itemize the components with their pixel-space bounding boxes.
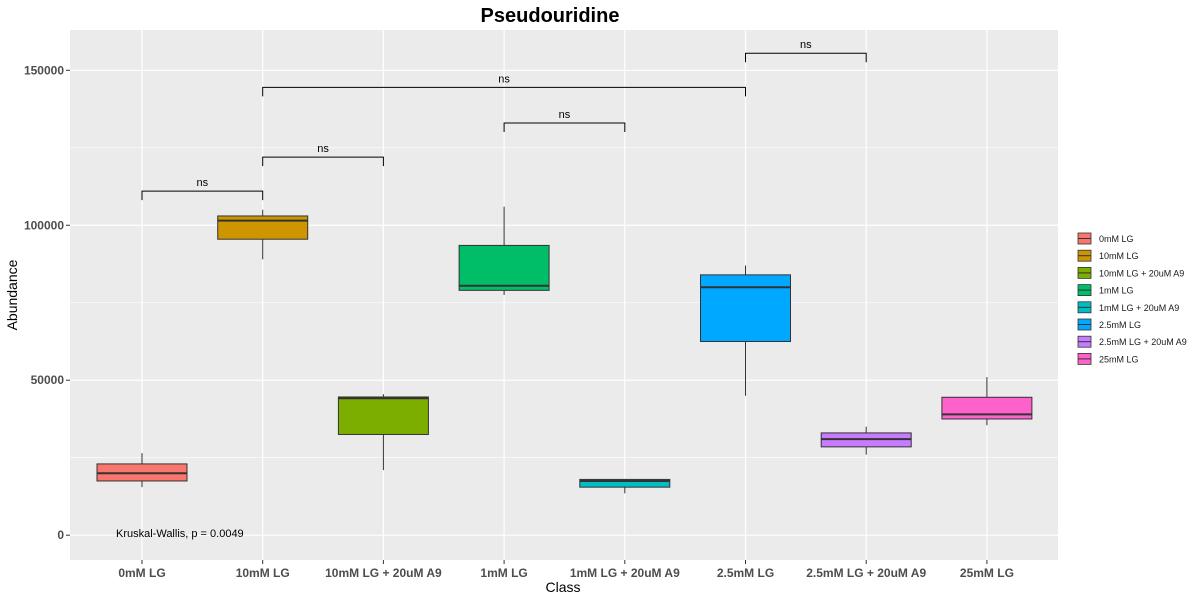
significance-label: ns (197, 177, 209, 189)
comparison-bracket-5: ns (745, 39, 867, 63)
box-body (217, 215, 309, 240)
box-6 (700, 265, 791, 396)
legend-item-1: 0mM LG (1077, 232, 1134, 245)
x-tick-label: 10mM LG + 20uM A9 (325, 566, 442, 580)
legend-item-3: 10mM LG + 20uM A9 (1077, 266, 1184, 279)
legend-label: 0mM LG (1099, 234, 1134, 244)
comparison-bracket-4: ns (262, 73, 746, 97)
legend-item-4: 1mM LG (1077, 284, 1134, 297)
legend-label: 1mM LG + 20uM A9 (1099, 303, 1179, 313)
box-8 (941, 377, 1033, 426)
significance-label: ns (317, 143, 329, 155)
y-axis-title: Abundance (4, 259, 20, 330)
comparison-brackets: ns ns ns ns ns (141, 39, 867, 201)
box-3 (337, 394, 429, 471)
significance-label: ns (800, 39, 812, 51)
minor-gridlines (70, 147, 1058, 459)
bracket-line (262, 86, 746, 97)
box-body (700, 274, 791, 342)
x-axis: 0mM LG 10mM LG 10mM LG + 20uM A9 1mM LG 1mM … (118, 560, 1014, 580)
x-tick-label: 2.5mM LG (717, 566, 774, 580)
box-body (458, 244, 550, 291)
chart-title: Pseudouridine (481, 5, 620, 27)
legend-item-2: 10mM LG (1077, 249, 1139, 262)
x-tick-label: 1mM LG + 20uM A9 (570, 566, 680, 580)
legend: 0mM LG 10mM LG 10mM LG + 20uM A9 1mM LG 1mM … (1077, 232, 1187, 365)
bracket-line (262, 156, 384, 167)
legend-label: 10mM LG (1099, 251, 1139, 261)
significance-label: ns (498, 73, 510, 85)
y-tick-label: 150000 (24, 63, 64, 77)
y-tick-label: 100000 (24, 218, 64, 232)
bracket-line (745, 52, 867, 63)
legend-item-7: 2.5mM LG + 20uM A9 (1077, 335, 1187, 348)
legend-item-5: 1mM LG + 20uM A9 (1077, 301, 1179, 314)
box-2 (217, 209, 309, 260)
legend-label: 2.5mM LG (1099, 320, 1141, 330)
legend-item-6: 2.5mM LG (1077, 318, 1141, 331)
legend-label: 10mM LG + 20uM A9 (1099, 268, 1184, 278)
bracket-line (503, 122, 626, 132)
box-5 (579, 478, 671, 494)
y-tick-label: 50000 (31, 373, 65, 387)
box-7 (820, 426, 912, 455)
plot-panel (70, 30, 1058, 560)
box-body (941, 396, 1033, 420)
box-1 (96, 453, 188, 488)
x-tick-label: 10mM LG (236, 566, 290, 580)
box-body (579, 478, 671, 488)
bracket-line (141, 190, 264, 201)
box-4 (458, 206, 550, 295)
x-tick-label: 1mM LG (480, 566, 527, 580)
x-tick-label: 2.5mM LG + 20uM A9 (806, 566, 926, 580)
legend-label: 25mM LG (1099, 354, 1139, 364)
y-tick-label: 0 (57, 528, 64, 542)
x-tick-label: 0mM LG (118, 566, 165, 580)
boxes-layer (96, 206, 1033, 494)
x-tick-label: 25mM LG (960, 566, 1014, 580)
kruskal-wallis-annotation: Kruskal-Wallis, p = 0.0049 (116, 528, 244, 540)
legend-item-8: 25mM LG (1077, 352, 1139, 365)
comparison-bracket-2: ns (262, 143, 384, 167)
significance-label: ns (559, 109, 571, 121)
comparison-bracket-3: ns (503, 109, 626, 132)
legend-label: 2.5mM LG + 20uM A9 (1099, 337, 1187, 347)
legend-label: 1mM LG (1099, 286, 1134, 296)
comparison-bracket-1: ns (141, 177, 264, 201)
x-axis-title: Class (545, 579, 580, 595)
box-body (337, 396, 429, 435)
y-axis: 0 50000 100000 150000 (24, 63, 70, 542)
